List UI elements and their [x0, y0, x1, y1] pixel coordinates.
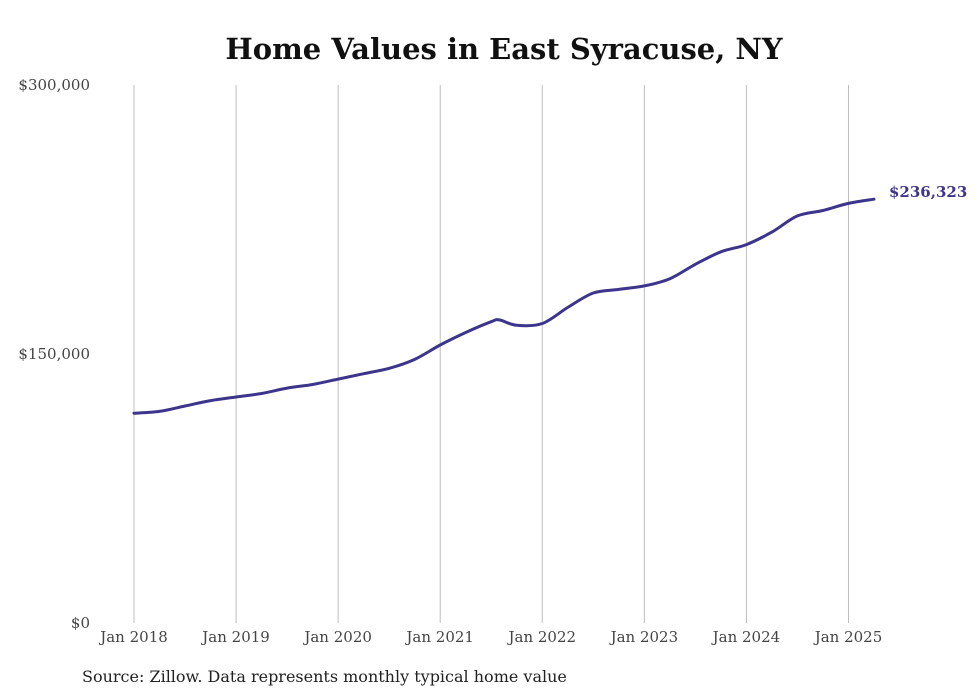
end-value-label: $236,323	[889, 183, 967, 201]
source-note: Source: Zillow. Data represents monthly …	[82, 667, 567, 686]
x-tick-label: Jan 2020	[302, 628, 372, 646]
y-axis-ticks: $0 $150,000 $300,000	[18, 76, 90, 632]
x-tick-label: Jan 2021	[404, 628, 474, 646]
chart-title: Home Values in East Syracuse, NY	[225, 32, 783, 66]
x-tick-label: Jan 2019	[200, 628, 270, 646]
x-tick-label: Jan 2024	[711, 628, 781, 646]
gridlines	[133, 85, 849, 623]
x-tick-label: Jan 2018	[98, 628, 168, 646]
y-tick-label: $150,000	[18, 345, 90, 363]
y-tick-label: $0	[71, 614, 90, 632]
x-tick-label: Jan 2022	[506, 628, 576, 646]
x-tick-label: Jan 2023	[609, 628, 679, 646]
y-tick-label: $300,000	[18, 76, 90, 94]
x-axis-ticks: Jan 2018 Jan 2019 Jan 2020 Jan 2021 Jan 2022…	[98, 628, 882, 646]
series-line-home-value	[132, 197, 876, 415]
line-chart: Home Values in East Syracuse, NY $0 $150,…	[18, 32, 967, 646]
x-tick-label: Jan 2025	[813, 628, 883, 646]
